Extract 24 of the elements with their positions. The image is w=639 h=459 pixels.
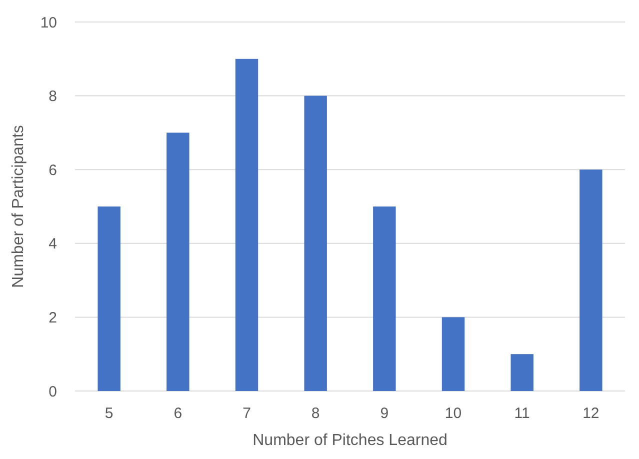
x-tick-label: 11 [514, 405, 530, 422]
bar [98, 206, 120, 391]
y-tick-label: 2 [48, 309, 57, 326]
bar [304, 96, 327, 391]
bar [580, 170, 602, 391]
bar [373, 206, 396, 391]
y-tick-label: 0 [48, 383, 57, 400]
y-tick-label: 10 [40, 14, 57, 32]
y-tick-label: 6 [48, 162, 57, 179]
x-axis-title: Number of Pitches Learned [252, 432, 448, 449]
y-tick-label: 4 [48, 236, 57, 253]
x-tick-label: 7 [242, 405, 251, 422]
x-tick-label: 5 [104, 405, 114, 422]
x-tick-label: 8 [311, 405, 320, 422]
bar [235, 58, 258, 391]
x-tick-label: 12 [582, 405, 600, 422]
x-tick-label: 10 [444, 405, 462, 422]
bar [442, 317, 465, 391]
y-tick-label: 8 [48, 88, 57, 106]
x-tick-label: 6 [174, 405, 182, 422]
x-tick-label: 9 [380, 405, 389, 422]
bar [166, 132, 190, 391]
y-axis-title: Number of Participants [10, 125, 27, 288]
bar [510, 354, 534, 391]
